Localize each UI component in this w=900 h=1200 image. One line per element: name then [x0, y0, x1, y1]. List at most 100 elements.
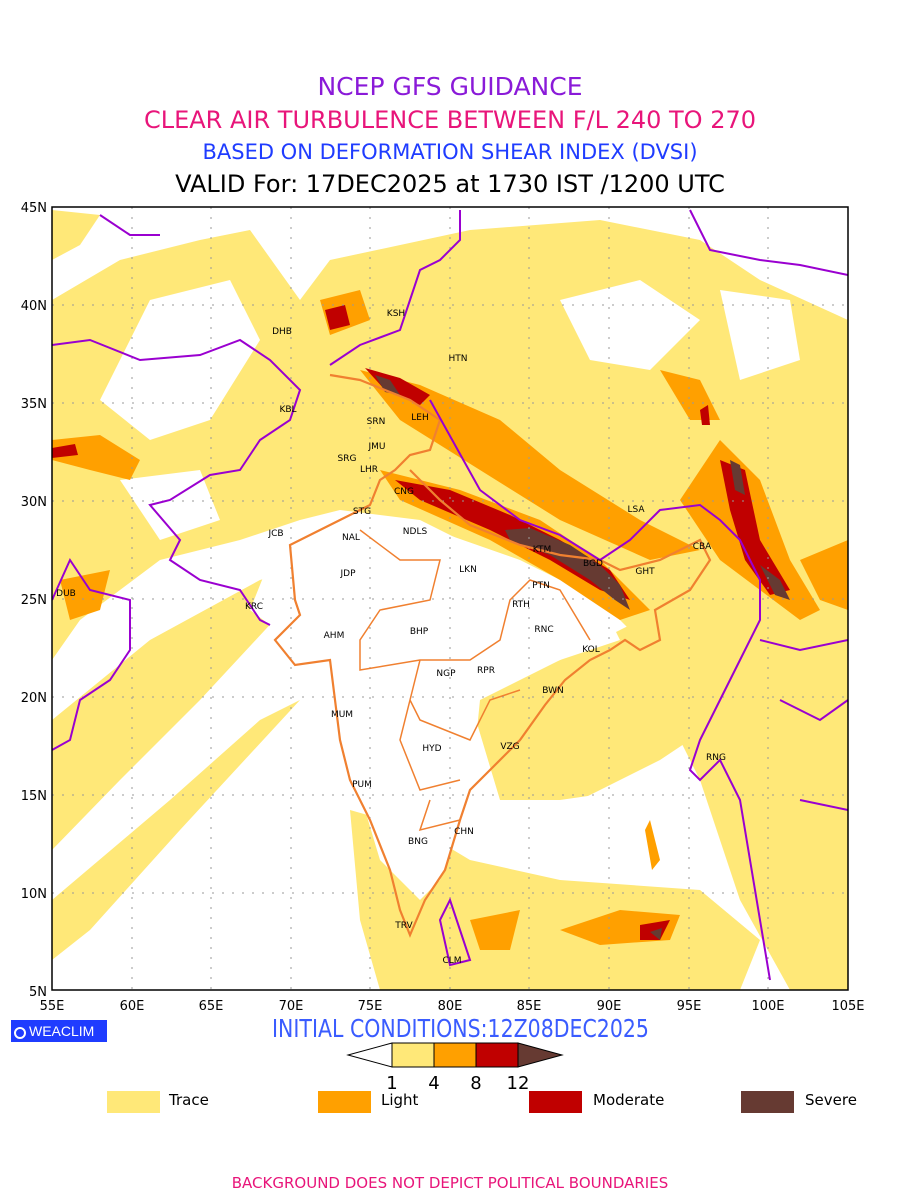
city-label: DUB: [56, 589, 76, 599]
city-label: RPR: [477, 666, 495, 676]
legend-swatch-trace: [107, 1091, 160, 1113]
city-label: NAL: [342, 533, 360, 543]
lat-label: 40N: [21, 299, 47, 314]
city-label: DHB: [272, 327, 292, 337]
city-label: LKN: [459, 565, 477, 575]
city-label: HYD: [422, 744, 441, 754]
lat-label: 5N: [29, 985, 47, 1000]
legend-label-light: Light: [381, 1091, 419, 1109]
city-label: CHN: [454, 827, 474, 837]
city-label: PTN: [532, 581, 550, 591]
india-boundary: [273, 373, 712, 938]
legend-swatch-light: [318, 1091, 371, 1113]
city-label: LHR: [360, 465, 378, 475]
colorbar-tick: 1: [386, 1073, 397, 1094]
legend-label-severe: Severe: [805, 1091, 857, 1109]
city-label: RNG: [706, 753, 726, 763]
legend-swatch-moderate: [529, 1091, 582, 1113]
city-label: STG: [353, 507, 371, 517]
city-label: JMU: [367, 442, 385, 452]
turbulence-field: [52, 207, 848, 990]
title-method: BASED ON DEFORMATION SHEAR INDEX (DVSI): [202, 140, 698, 164]
city-label: KOL: [582, 645, 600, 655]
city-label: KTM: [533, 545, 551, 555]
clear-areas: [100, 280, 800, 900]
city-label: BWN: [542, 686, 564, 696]
city-label: BHP: [410, 627, 429, 637]
city-label: JCB: [267, 529, 283, 539]
city-label: KRC: [245, 602, 263, 612]
city-label: SRG: [338, 454, 357, 464]
lon-label: 105E: [831, 999, 864, 1014]
city-label: SRN: [367, 417, 386, 427]
city-label: JDP: [339, 569, 356, 579]
legend-swatch-severe: [741, 1091, 794, 1113]
lon-label: 65E: [199, 999, 224, 1014]
logo-ring-icon: [14, 1027, 26, 1039]
disclaimer: BACKGROUND DOES NOT DEPICT POLITICAL BOU…: [231, 1174, 669, 1192]
city-label: NDLS: [403, 527, 428, 537]
legend-label-moderate: Moderate: [593, 1091, 665, 1109]
city-label: GHT: [635, 567, 655, 577]
lon-label: 100E: [751, 999, 784, 1014]
colorbar-low-arrow: [346, 1042, 393, 1068]
legend-label-trace: Trace: [169, 1091, 209, 1109]
lon-label: 85E: [517, 999, 542, 1014]
initial-conditions: INITIAL CONDITIONS:12Z08DEC2025: [272, 1014, 649, 1043]
lat-label: 45N: [21, 201, 47, 216]
city-label: RTH: [512, 600, 530, 610]
lat-label: 25N: [21, 593, 47, 608]
city-label: CBA: [693, 542, 712, 552]
city-label: NGP: [436, 669, 456, 679]
lat-label: 30N: [21, 495, 47, 510]
latitude-labels: 45N 40N 35N 30N 25N 20N 15N 10N 5N: [21, 201, 47, 1000]
map-frame: [51, 206, 849, 991]
city-label: KSH: [387, 309, 405, 319]
colorbar-tick: 12: [507, 1073, 530, 1094]
city-label: MUM: [331, 710, 353, 720]
logo-text: WEACLIM: [29, 1023, 95, 1039]
lat-label: 35N: [21, 397, 47, 412]
lat-label: 20N: [21, 691, 47, 706]
colorbar-trace: [391, 1042, 435, 1068]
lon-label: 95E: [677, 999, 702, 1014]
title-valid-time: VALID For: 17DEC2025 at 1730 IST /1200 U…: [175, 170, 725, 198]
city-label: BGD: [583, 559, 603, 569]
city-label: HTN: [449, 354, 468, 364]
turbulence-map: 45N 40N 35N 30N 25N 20N 15N 10N 5N 55E 6…: [21, 201, 865, 1014]
city-label: RNC: [534, 625, 553, 635]
lon-label: 55E: [40, 999, 65, 1014]
colorbar-light: [433, 1042, 477, 1068]
city-label: KBL: [279, 405, 296, 415]
colorbar-tick: 8: [470, 1073, 481, 1094]
title-product: CLEAR AIR TURBULENCE BETWEEN F/L 240 TO …: [143, 106, 757, 134]
lat-label: 15N: [21, 789, 47, 804]
country-borders: [52, 209, 848, 981]
lon-label: 75E: [358, 999, 383, 1014]
colorbar-severe-arrow: [517, 1042, 564, 1068]
lon-label: 80E: [438, 999, 463, 1014]
lon-label: 60E: [120, 999, 145, 1014]
city-label: BNG: [408, 837, 428, 847]
graticule: [52, 207, 848, 990]
colorbar-moderate: [475, 1042, 519, 1068]
title-guidance: NCEP GFS GUIDANCE: [317, 72, 583, 101]
trace-areas: [52, 210, 848, 990]
city-label: CLM: [442, 956, 461, 966]
lon-label: 90E: [597, 999, 622, 1014]
city-label: PUM: [352, 780, 372, 790]
city-label: LEH: [411, 413, 428, 423]
city-label: AHM: [324, 631, 345, 641]
city-label: TRV: [394, 921, 413, 931]
city-label: CNG: [394, 487, 414, 497]
longitude-labels: 55E 60E 65E 70E 75E 80E 85E 90E 95E 100E…: [40, 999, 865, 1014]
lat-label: 10N: [21, 887, 47, 902]
weaclim-logo: WEACLIM: [11, 1020, 107, 1042]
city-label: VZG: [500, 742, 519, 752]
city-label: LSA: [627, 505, 645, 515]
colorbar: 1 4 8 12: [346, 1042, 564, 1094]
india-state-lines: [359, 529, 591, 832]
colorbar-tick: 4: [428, 1073, 439, 1094]
lon-label: 70E: [279, 999, 304, 1014]
